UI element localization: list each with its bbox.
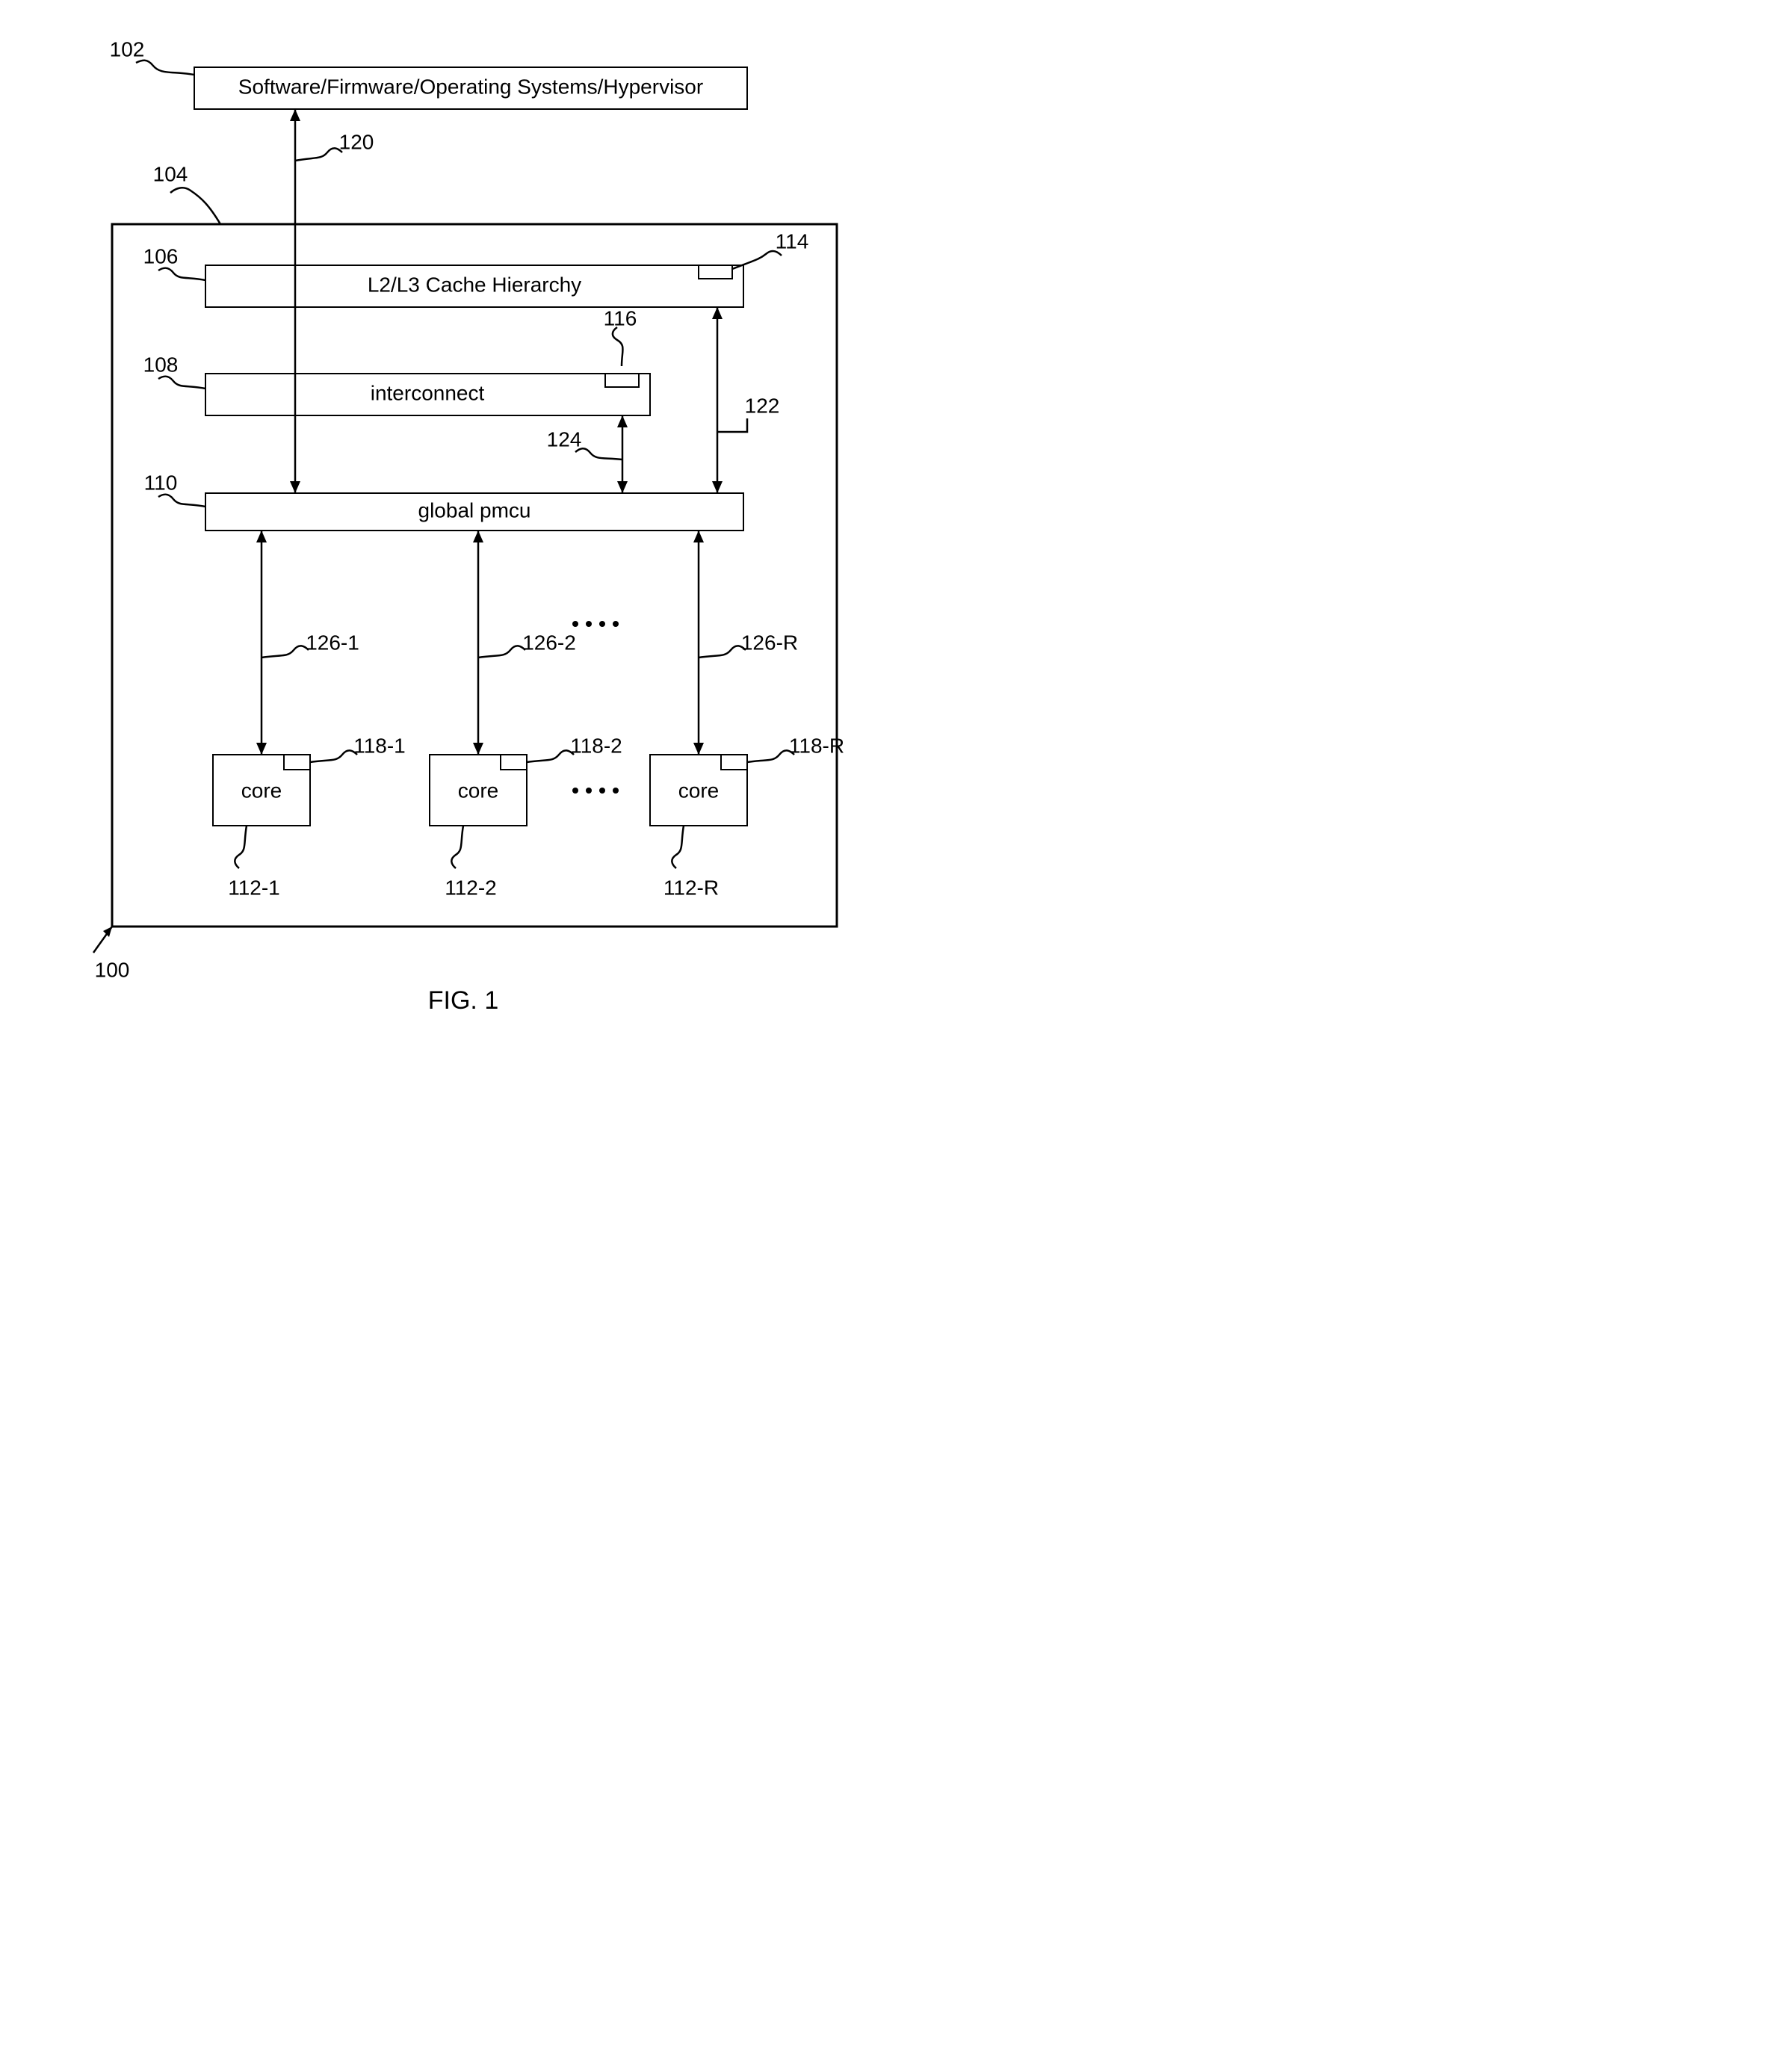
ref-104: 104 [153, 162, 220, 224]
svg-text:114: 114 [776, 229, 809, 253]
core-1: core [213, 755, 310, 826]
svg-text:120: 120 [339, 130, 374, 153]
svg-text:core: core [241, 779, 282, 802]
conn-126-R: 126-R [693, 531, 798, 755]
svg-text:core: core [678, 779, 719, 802]
svg-text:124: 124 [547, 427, 582, 451]
svg-text:118-1: 118-1 [353, 734, 406, 757]
ref-114: 114 [732, 229, 808, 269]
svg-text:100: 100 [95, 958, 130, 981]
svg-text:110: 110 [144, 471, 178, 494]
ref-112-R: 112-R [663, 826, 719, 899]
software-box: Software/Firmware/Operating Systems/Hype… [194, 67, 747, 109]
svg-text:118-R: 118-R [789, 734, 844, 757]
figure-label: FIG. 1 [428, 986, 498, 1015]
svg-text:116: 116 [604, 306, 637, 330]
interconnect-box: interconnect [205, 374, 650, 415]
ref-100: 100 [93, 927, 129, 981]
ellipsis-bottom [572, 788, 619, 794]
ref-118-2: 118-2 [527, 734, 622, 762]
svg-text:112-R: 112-R [663, 876, 719, 899]
ref-106: 106 [143, 244, 205, 280]
ref-112-2: 112-2 [445, 826, 497, 899]
core-2: core [430, 755, 527, 826]
ref-112-1: 112-1 [228, 826, 280, 899]
svg-text:112-1: 112-1 [228, 876, 280, 899]
svg-text:112-2: 112-2 [445, 876, 497, 899]
ref-102: 102 [110, 37, 194, 75]
conn-126-2: 126-2 [473, 531, 576, 755]
interconnect-label: interconnect [371, 381, 485, 404]
software-label: Software/Firmware/Operating Systems/Hype… [238, 75, 703, 98]
svg-text:126-R: 126-R [741, 631, 798, 654]
svg-text:106: 106 [143, 244, 179, 267]
core-R: core [650, 755, 747, 826]
svg-text:104: 104 [153, 162, 188, 185]
ref-118-1: 118-1 [310, 734, 406, 762]
conn-124: 124 [547, 415, 628, 493]
pmcu-box: global pmcu [205, 493, 743, 531]
conn-126-1: 126-1 [256, 531, 359, 755]
ref-118-R: 118-R [747, 734, 844, 762]
ref-108: 108 [143, 353, 205, 389]
cache-label: L2/L3 Cache Hierarchy [368, 273, 581, 296]
svg-text:126-2: 126-2 [522, 631, 576, 654]
svg-text:core: core [458, 779, 498, 802]
conn-122: 122 [712, 307, 779, 493]
pmcu-label: global pmcu [418, 498, 531, 522]
cache-box: L2/L3 Cache Hierarchy [205, 265, 743, 307]
ref-116: 116 [604, 306, 637, 366]
svg-text:102: 102 [110, 37, 145, 61]
svg-text:118-2: 118-2 [570, 734, 622, 757]
svg-text:126-1: 126-1 [306, 631, 359, 654]
svg-text:122: 122 [745, 394, 780, 417]
ellipsis-top [572, 621, 619, 627]
svg-text:108: 108 [143, 353, 179, 376]
ref-110: 110 [144, 471, 205, 507]
